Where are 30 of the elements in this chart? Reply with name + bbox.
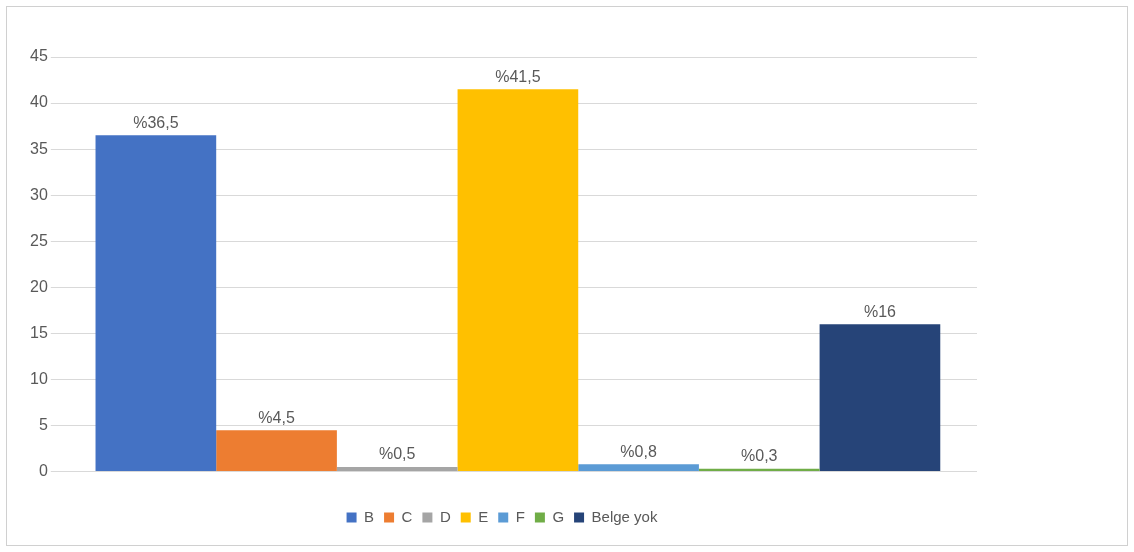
y-tick-label: 15 <box>30 323 48 341</box>
bar <box>578 464 699 472</box>
data-label: %0,3 <box>741 447 778 465</box>
legend-label: C <box>401 507 413 525</box>
bar <box>216 430 337 472</box>
bar <box>819 324 941 472</box>
y-tick-label: 25 <box>30 231 48 249</box>
data-label: %4,5 <box>258 408 295 426</box>
y-tick-label: 10 <box>30 369 48 387</box>
data-label: %16 <box>863 302 897 320</box>
y-tick-label: 40 <box>30 93 48 111</box>
y-tick-label: 5 <box>38 415 48 433</box>
legend-label: Belge yok <box>591 507 658 525</box>
legend-label: G <box>552 507 565 525</box>
data-label: %36,5 <box>133 113 179 131</box>
legend-label: B <box>364 507 375 525</box>
bar <box>336 466 458 472</box>
y-tick-label: 35 <box>30 139 48 157</box>
data-label: %0,5 <box>378 445 416 463</box>
y-tick-label: 30 <box>30 185 48 203</box>
bar <box>457 89 579 472</box>
y-tick-label: 0 <box>38 462 48 480</box>
y-tick-label: 45 <box>30 47 48 65</box>
data-label: %41,5 <box>495 67 541 85</box>
bar <box>95 135 217 472</box>
legend-label: F <box>515 507 525 525</box>
legend-label: E <box>478 507 489 525</box>
legend-label: D <box>439 507 451 525</box>
data-label: %0,8 <box>620 442 657 460</box>
y-tick-label: 20 <box>30 277 48 295</box>
